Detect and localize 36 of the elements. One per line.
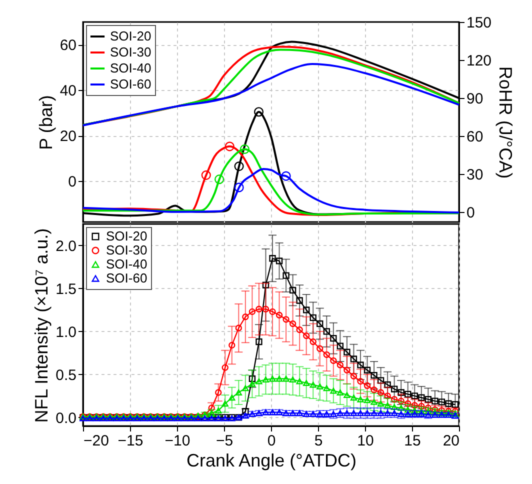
x-axis-title: Crank Angle (°ATDC) bbox=[186, 450, 356, 470]
y-tick-label: 1.5 bbox=[56, 280, 76, 298]
y-tick-label: 40 bbox=[60, 82, 76, 100]
y2-tick-label: 90 bbox=[466, 90, 484, 108]
x-tick-label: 15 bbox=[404, 432, 421, 450]
x-tick-label: 0 bbox=[267, 432, 276, 450]
legend-label: SOI-30 bbox=[106, 242, 148, 258]
y-tick-label: 1.0 bbox=[56, 324, 76, 341]
y-tick-label: 0.5 bbox=[56, 366, 76, 384]
legend-label: SOI-20 bbox=[106, 228, 148, 244]
legend-label: SOI-30 bbox=[110, 44, 152, 60]
y2-tick-label: 60 bbox=[466, 128, 484, 146]
y-tick-label: 0.0 bbox=[56, 410, 76, 427]
y2-tick-label: 150 bbox=[466, 14, 492, 32]
y2-tick-label: 30 bbox=[466, 166, 484, 184]
y-tick-label: 0 bbox=[68, 174, 76, 191]
y-axis-title: NFL Intensity (×10⁷ a.u.) bbox=[32, 228, 52, 423]
x-tick-label: 20 bbox=[442, 432, 460, 450]
x-tick-label: −20 bbox=[84, 432, 109, 450]
y2-axis-title: RoHR (J/°CA) bbox=[496, 66, 516, 179]
legend-label: SOI-60 bbox=[106, 270, 148, 286]
y2-tick-label: 0 bbox=[466, 204, 475, 222]
x-tick-label: −10 bbox=[164, 432, 190, 450]
legend-label: SOI-60 bbox=[110, 76, 152, 92]
legend-label: SOI-40 bbox=[106, 256, 148, 272]
x-tick-label: −15 bbox=[118, 432, 144, 450]
y-tick-label: 20 bbox=[60, 128, 76, 146]
x-tick-label: 5 bbox=[314, 432, 323, 450]
legend-label: SOI-40 bbox=[110, 60, 152, 76]
y-tick-label: 2.0 bbox=[56, 238, 76, 255]
y-tick-label: 60 bbox=[60, 37, 76, 54]
y-axis-title: P (bar) bbox=[36, 95, 56, 150]
y2-tick-label: 120 bbox=[466, 52, 492, 70]
x-tick-label: 10 bbox=[357, 432, 374, 450]
legend-label: SOI-20 bbox=[110, 28, 152, 44]
x-tick-label: −5 bbox=[216, 432, 234, 450]
